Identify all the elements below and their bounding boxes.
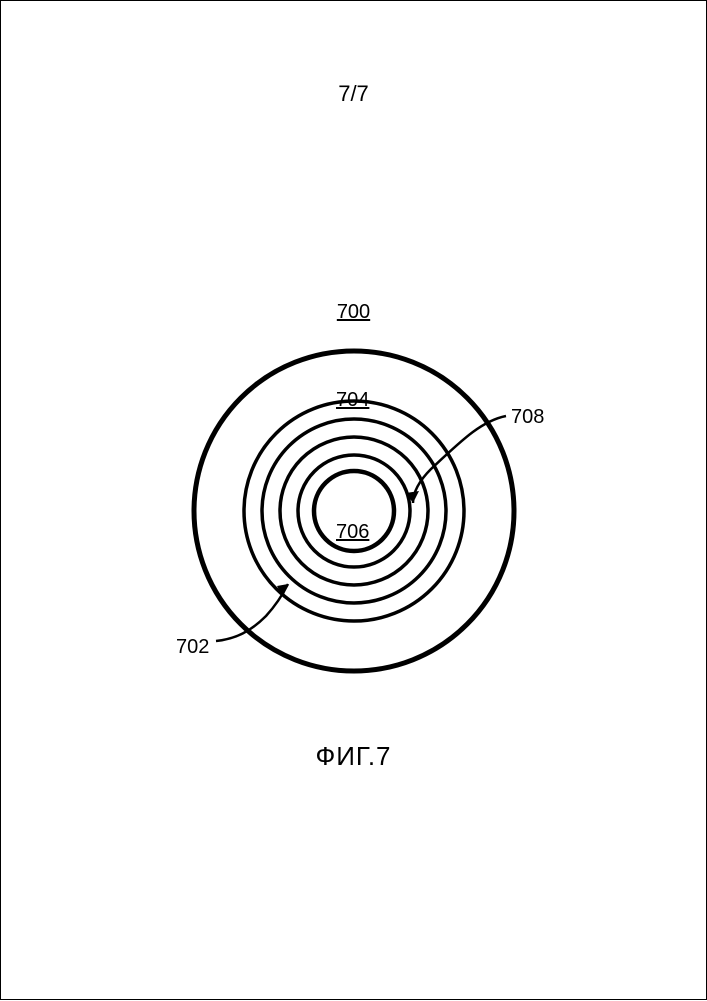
figure-caption: ФИГ.7 [1,741,706,772]
figure-diagram [1,1,707,1001]
ring-circle [280,437,428,585]
label-704: 704 [336,389,369,412]
ring-circle [262,419,446,603]
page-frame: 7/7 700 704 706 708 702 ФИГ.7 [0,0,707,1000]
ring-group [244,401,464,621]
label-702: 702 [176,636,209,659]
label-708: 708 [511,406,544,429]
label-706: 706 [336,521,369,544]
ring-circle [244,401,464,621]
